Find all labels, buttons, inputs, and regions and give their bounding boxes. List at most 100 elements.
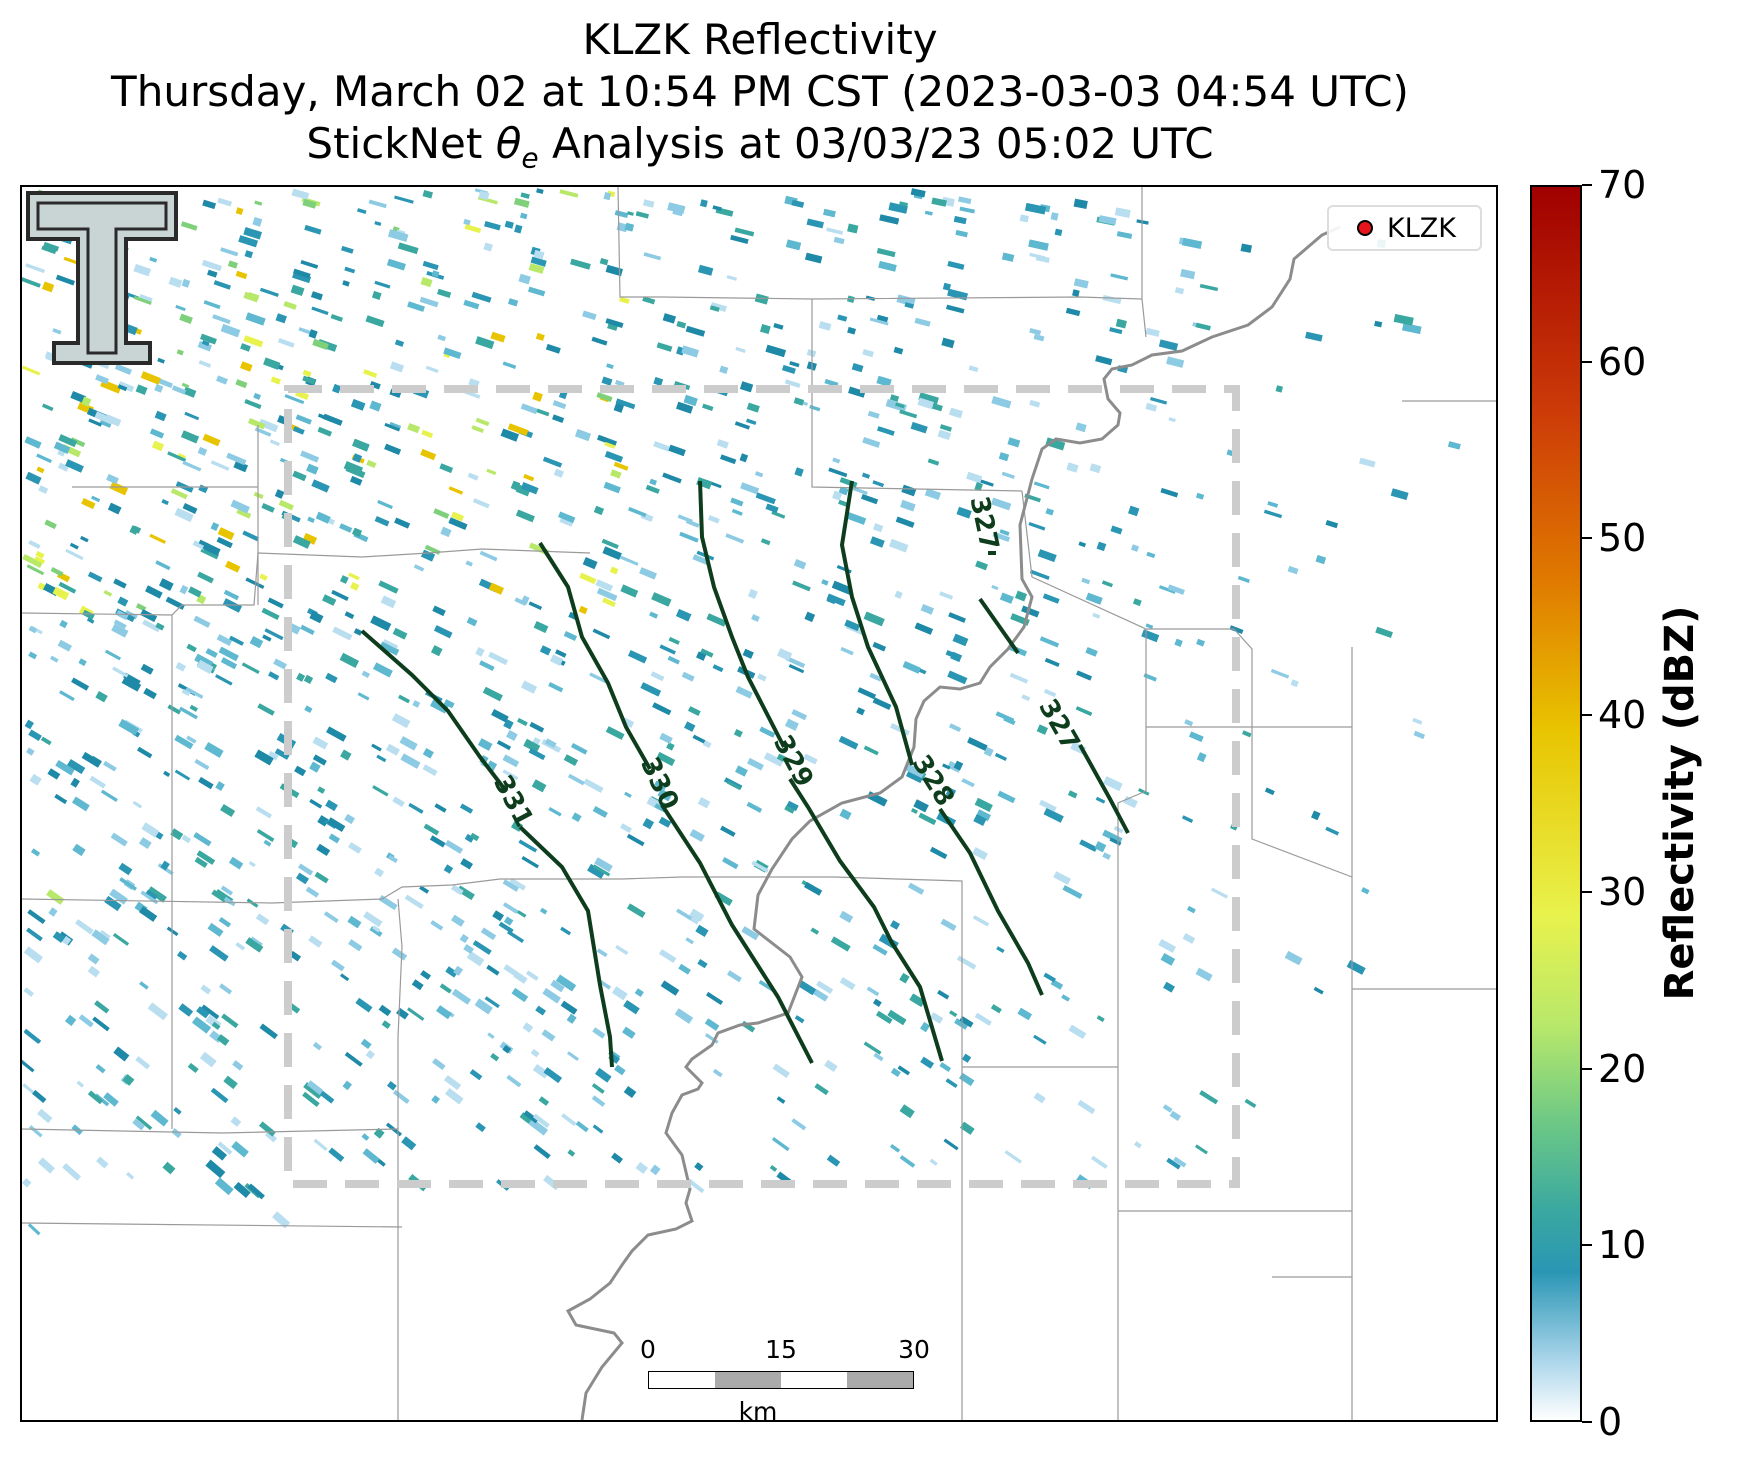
echo-cell [370, 615, 392, 632]
echo-cell [26, 747, 35, 756]
echo-cell [1145, 623, 1154, 629]
echo-cell [899, 409, 918, 419]
county-line [22, 548, 591, 616]
echo-cell [697, 797, 711, 809]
echo-cell [610, 469, 622, 479]
echo-cell [198, 484, 209, 494]
echo-cell [27, 1223, 41, 1236]
echo-cell [78, 1014, 94, 1028]
county-line [397, 898, 403, 1420]
echo-cell [1264, 787, 1275, 796]
echo-cell [622, 1026, 636, 1039]
echo-cell [845, 511, 867, 525]
echo-cell [147, 1002, 169, 1021]
echo-cell [464, 833, 475, 843]
echo-cell [22, 1178, 32, 1188]
echo-cell [474, 998, 493, 1015]
echo-cell [953, 760, 964, 771]
scale-bar: 0 15 30 km [622, 1335, 930, 1420]
echo-cell [976, 809, 991, 822]
echo-cell [958, 1072, 975, 1087]
echo-cell [369, 926, 383, 937]
echo-cell [181, 278, 191, 288]
echo-cell [292, 535, 311, 549]
colorbar-tick-mark [1582, 1421, 1592, 1423]
echo-cell [535, 332, 545, 341]
echo-cell [216, 375, 228, 385]
echo-cell [511, 987, 529, 1003]
echo-cell [773, 323, 784, 330]
echo-cell [552, 400, 567, 410]
echo-cell [948, 612, 966, 623]
scale-tick-15: 15 [765, 1335, 797, 1364]
echo-cell [453, 965, 463, 976]
echo-cell [958, 196, 972, 205]
echo-cell [791, 709, 807, 721]
echo-cell [37, 1108, 53, 1124]
county-line [22, 1128, 399, 1134]
echo-cell [968, 365, 979, 373]
echo-cell [1270, 668, 1290, 679]
echo-cell [824, 1059, 838, 1072]
echo-cell [450, 511, 465, 522]
echo-cell [118, 719, 140, 736]
echo-cell [122, 1074, 135, 1086]
echo-cell [542, 987, 561, 1004]
echo-cell [186, 643, 197, 653]
echo-cell [419, 296, 439, 308]
echo-cell [211, 1146, 227, 1161]
echo-cell [530, 1049, 540, 1058]
echo-cell [70, 437, 86, 448]
echo-cell [302, 369, 312, 377]
echo-cell [372, 785, 389, 797]
echo-cell [155, 622, 165, 631]
echo-cell [308, 935, 323, 948]
echo-cell [786, 800, 799, 812]
echo-cell [924, 210, 933, 216]
echo-cell [479, 660, 495, 672]
echo-cell [806, 218, 824, 229]
title-datetime: Thursday, March 02 at 10:54 PM CST (2023… [111, 67, 1409, 116]
echo-cell [95, 691, 108, 703]
echo-cell [268, 671, 280, 681]
echo-cell [209, 945, 229, 962]
echo-cell [26, 927, 43, 942]
map-panel[interactable]: 331 330 329 328 327 327 KLZK 0 15 30 km [20, 185, 1498, 1422]
echo-cell [734, 421, 751, 430]
echo-cell [513, 971, 528, 984]
echo-cell [548, 807, 562, 817]
echo-cell [1076, 670, 1093, 681]
echo-cell [652, 702, 672, 716]
echo-cell [121, 676, 142, 692]
echo-cell [533, 1144, 551, 1160]
echo-cell [196, 1006, 210, 1019]
echo-cell [332, 384, 342, 394]
echo-cell [1044, 657, 1060, 667]
echo-cell [181, 382, 190, 389]
echo-cell [878, 260, 897, 272]
echo-cell [140, 371, 161, 385]
echo-cell [1073, 198, 1088, 209]
echo-cell [521, 680, 538, 694]
echo-cell [552, 414, 565, 424]
echo-cell [247, 418, 266, 430]
echo-cell [929, 1158, 938, 1166]
contour-label: 330 [634, 753, 684, 815]
echo-cell [376, 754, 387, 763]
echo-cell [999, 529, 1010, 536]
echo-cell [404, 894, 424, 910]
echo-cell [1095, 796, 1106, 804]
echo-cell [735, 686, 753, 699]
echo-cell [890, 920, 900, 930]
echo-cell [626, 833, 645, 847]
echo-cell [697, 959, 708, 969]
echo-cell [791, 199, 804, 208]
echo-cell [374, 515, 390, 527]
echo-cell [157, 357, 165, 364]
echo-cell [1045, 437, 1066, 451]
echo-cell [76, 1080, 85, 1088]
echo-cell [419, 885, 430, 894]
echo-cell [397, 242, 419, 255]
echo-cell [356, 208, 367, 215]
echo-cell [683, 394, 698, 407]
